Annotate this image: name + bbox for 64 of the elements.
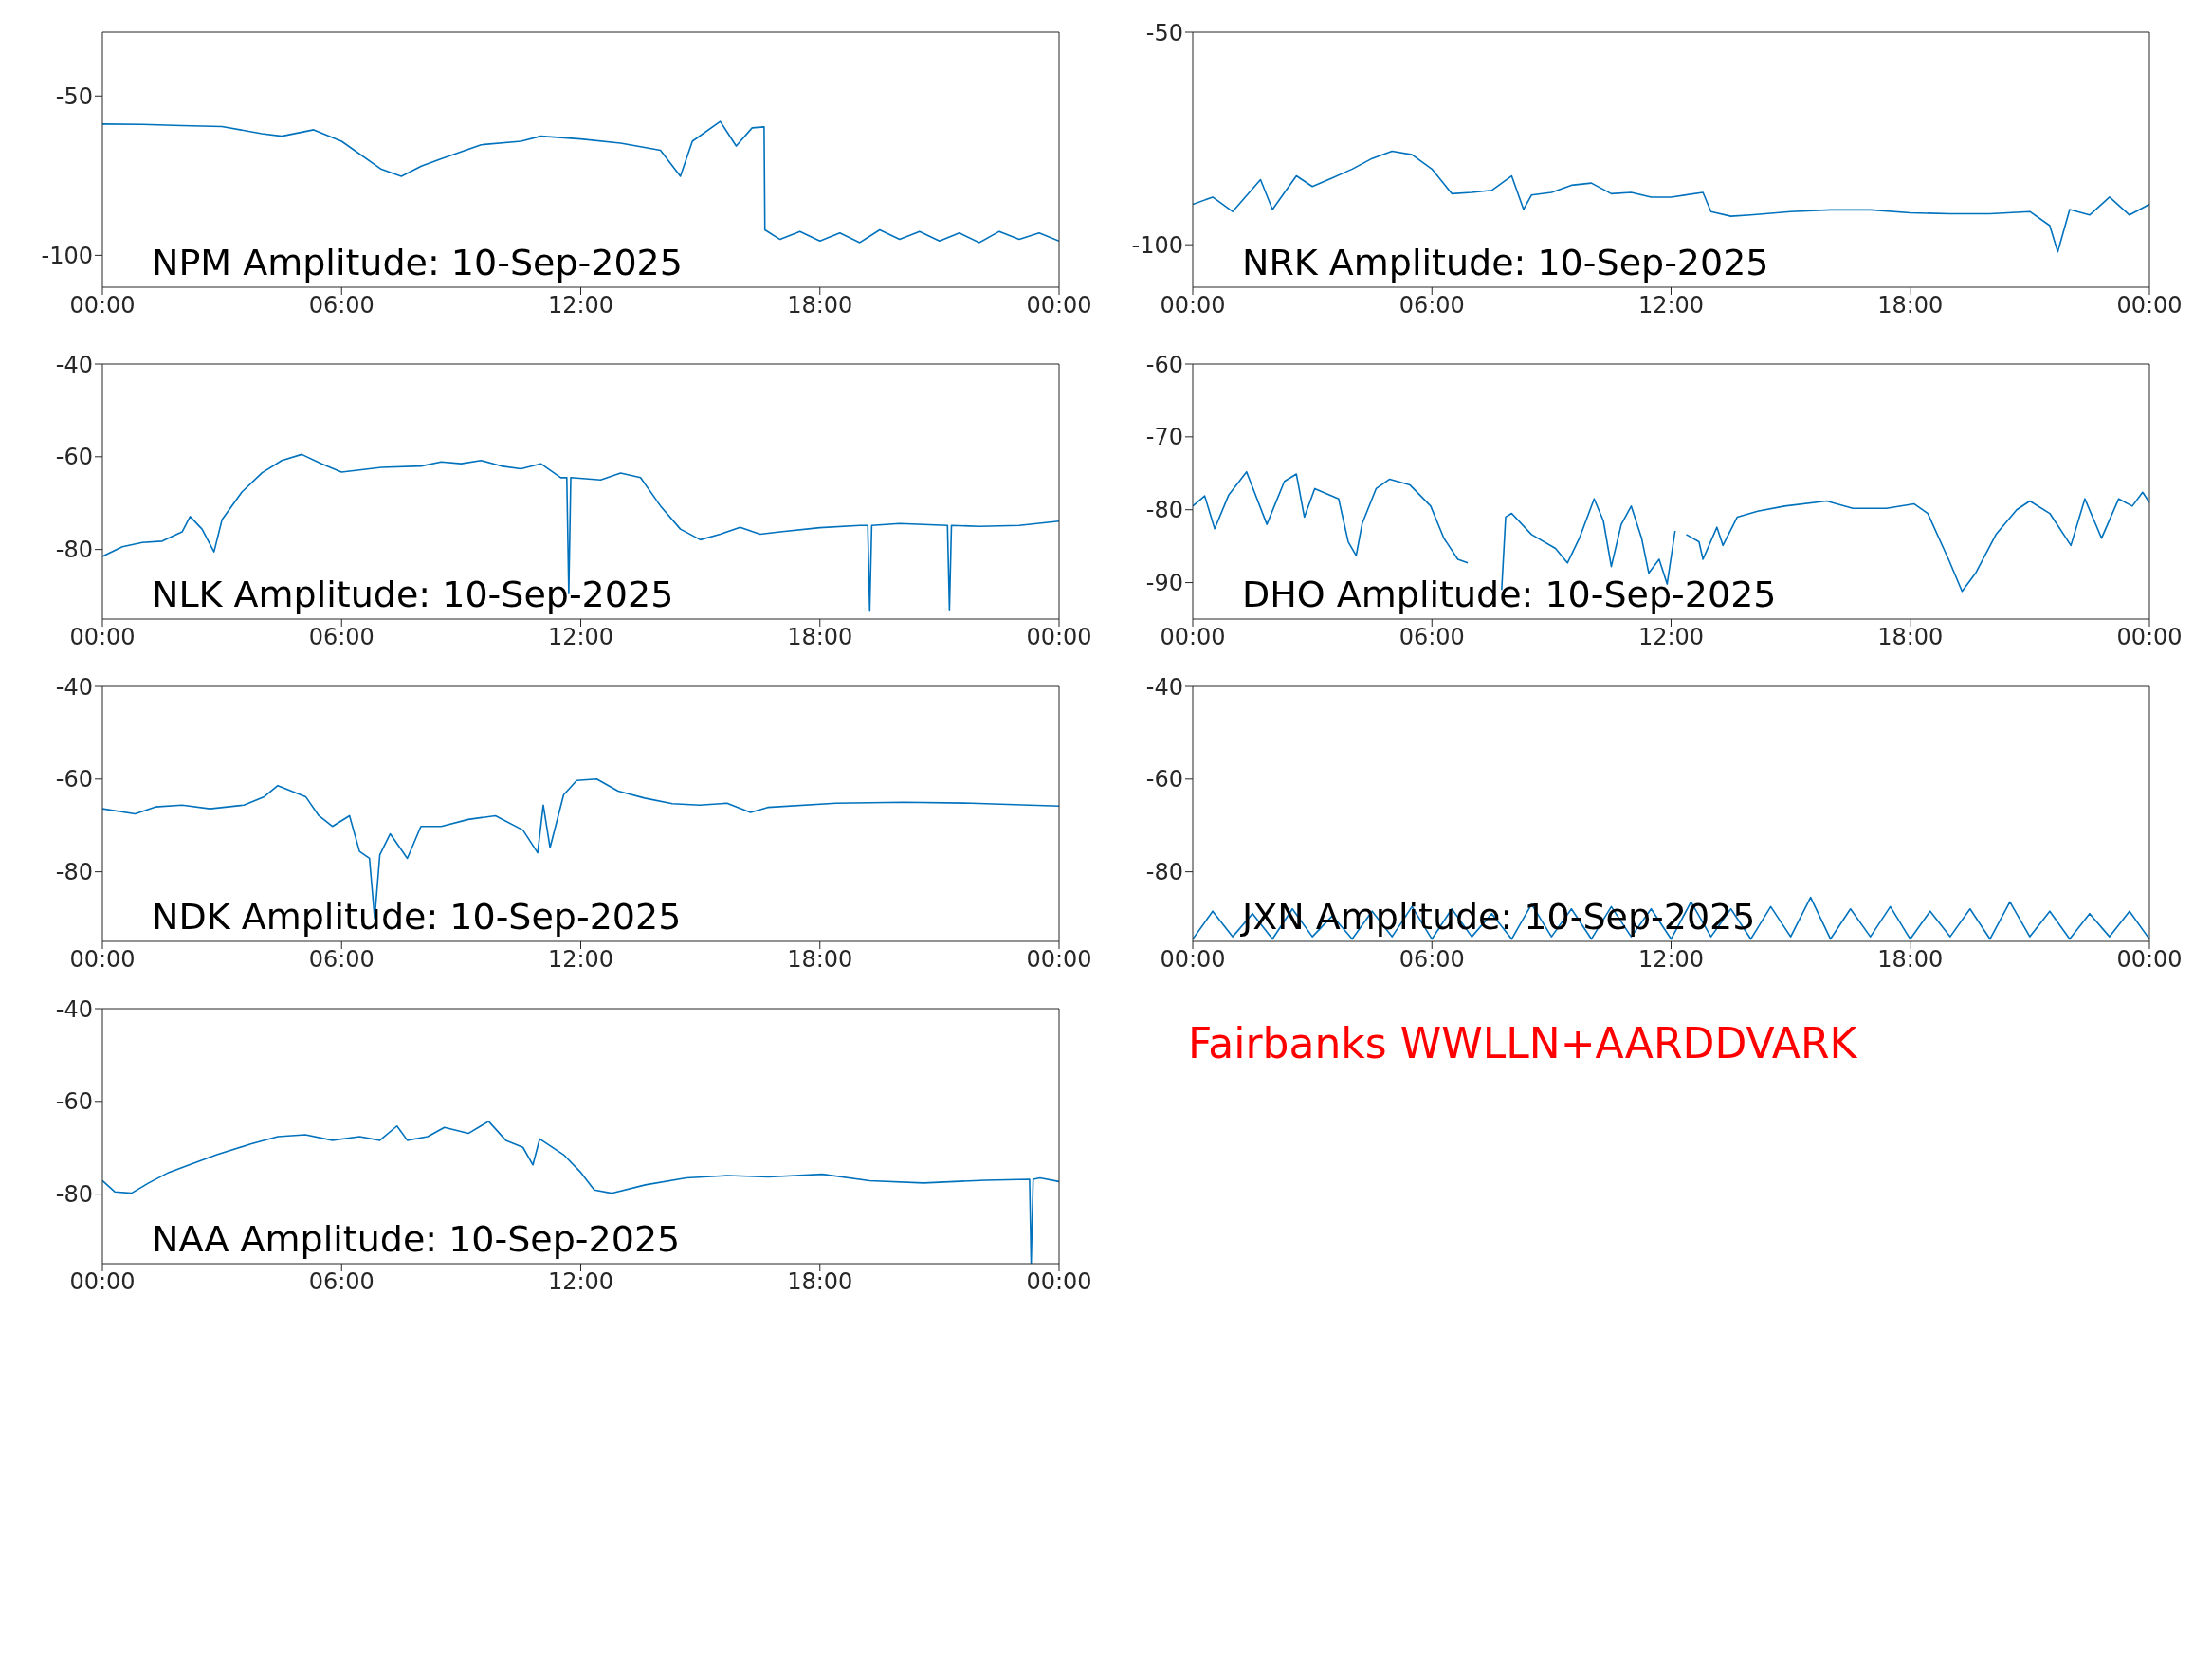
x-tick-label: 18:00	[787, 946, 853, 974]
x-tick-label: 06:00	[308, 292, 375, 319]
y-tick-label: -80	[55, 537, 93, 564]
x-tick-label: 12:00	[1637, 946, 1705, 974]
y-tick-label: -60	[1145, 351, 1183, 378]
x-tick-label: 00:00	[1160, 624, 1226, 651]
x-tick-label: 00:00	[2116, 292, 2183, 319]
y-tick-label: -50	[1145, 19, 1183, 46]
text: NPM Amplitude: 10-Sep-2025	[152, 241, 683, 285]
y-tick-label: -60	[55, 444, 93, 471]
text: NLK Amplitude: 10-Sep-2025	[152, 573, 674, 617]
x-tick-label: 00:00	[1160, 292, 1226, 319]
x-tick-label: 00:00	[69, 624, 136, 651]
x-tick-label: 06:00	[308, 624, 375, 651]
y-tick-label: -100	[1131, 231, 1183, 259]
x-tick-label: 00:00	[1026, 624, 1092, 651]
y-tick-label: -60	[55, 1088, 93, 1116]
x-tick-label: 00:00	[2116, 946, 2183, 974]
x-tick-label: 18:00	[1877, 624, 1944, 651]
line-series	[102, 453, 1059, 612]
x-tick-label: 12:00	[1637, 624, 1705, 651]
x-tick-label: 00:00	[1160, 946, 1226, 974]
text: DHO Amplitude: 10-Sep-2025	[1242, 573, 1777, 617]
x-tick-label: 00:00	[1026, 946, 1092, 974]
y-tick-label: -60	[55, 766, 93, 793]
x-tick-label: 06:00	[308, 1268, 375, 1296]
y-tick-label: -80	[55, 1181, 93, 1209]
y-tick-label: -90	[1145, 570, 1183, 597]
y-tick-label: -40	[55, 995, 93, 1023]
x-tick-label: 06:00	[1398, 624, 1465, 651]
text: NRK Amplitude: 10-Sep-2025	[1242, 241, 1769, 285]
y-tick-label: -100	[41, 242, 93, 269]
y-tick-label: -40	[1145, 673, 1183, 701]
text: Fairbanks WWLLN+AARDDVARK	[1188, 1018, 1857, 1069]
y-tick-label: -60	[1145, 766, 1183, 793]
line-series	[102, 120, 1059, 244]
x-tick-label: 12:00	[547, 1268, 614, 1296]
x-tick-label: 00:00	[69, 1268, 136, 1296]
text: NDK Amplitude: 10-Sep-2025	[152, 895, 682, 939]
y-tick-label: -70	[1145, 424, 1183, 451]
y-tick-label: -40	[55, 351, 93, 378]
y-tick-label: -80	[55, 859, 93, 886]
x-tick-label: 18:00	[787, 292, 853, 319]
x-tick-label: 06:00	[308, 946, 375, 974]
y-tick-label: -80	[1145, 859, 1183, 886]
x-tick-label: 06:00	[1398, 292, 1465, 319]
x-tick-label: 00:00	[1026, 1268, 1092, 1296]
x-tick-label: 12:00	[547, 624, 614, 651]
x-tick-label: 18:00	[787, 624, 853, 651]
x-tick-label: 18:00	[1877, 292, 1944, 319]
x-tick-label: 12:00	[547, 946, 614, 974]
x-tick-label: 00:00	[69, 292, 136, 319]
text: NAA Amplitude: 10-Sep-2025	[152, 1217, 681, 1262]
y-tick-label: -80	[1145, 497, 1183, 524]
y-tick-label: -40	[55, 673, 93, 701]
x-tick-label: 18:00	[787, 1268, 853, 1296]
x-tick-label: 18:00	[1877, 946, 1944, 974]
x-tick-label: 06:00	[1398, 946, 1465, 974]
x-tick-label: 00:00	[1026, 292, 1092, 319]
y-tick-label: -50	[55, 82, 93, 110]
x-tick-label: 12:00	[547, 292, 614, 319]
x-tick-label: 00:00	[2116, 624, 2183, 651]
x-tick-label: 00:00	[69, 946, 136, 974]
x-tick-label: 12:00	[1637, 292, 1705, 319]
